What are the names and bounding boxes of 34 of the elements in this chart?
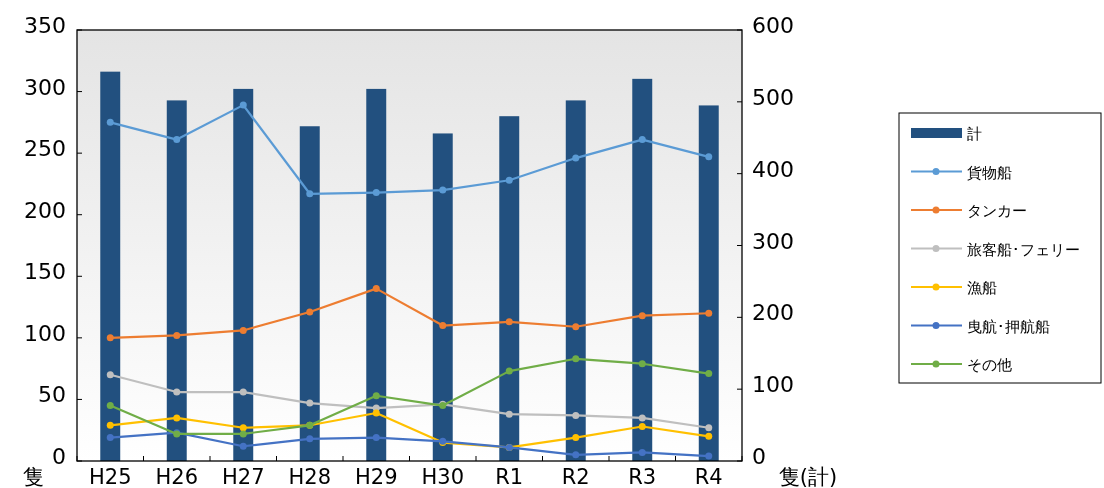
x-tick-label: H30 xyxy=(421,465,465,488)
legend-label: 漁船 xyxy=(967,279,997,297)
x-tick-label: R2 xyxy=(561,465,590,488)
y-axis-title: 隻 xyxy=(22,465,44,488)
legend-label: 曳航･押航船 xyxy=(967,317,1050,336)
y2-tick-label: 0 xyxy=(752,444,766,469)
y-tick-label: 0 xyxy=(52,444,66,469)
legend-label: 旅客船･フェリー xyxy=(967,240,1080,259)
y-tick-label: 150 xyxy=(24,259,66,285)
y2-tick-label: 500 xyxy=(752,84,794,110)
y2-tick-label: 600 xyxy=(752,13,794,38)
y2-axis-title: 隻(計) xyxy=(778,465,838,488)
legend-label: 計 xyxy=(967,125,982,143)
x-tick-label: H29 xyxy=(354,465,398,488)
y-tick-label: 250 xyxy=(24,136,66,162)
x-tick-label: H27 xyxy=(221,465,265,488)
x-tick-label: H26 xyxy=(155,465,199,488)
y-tick-label: 200 xyxy=(24,197,66,223)
y-tick-label: 100 xyxy=(24,320,66,346)
y-tick-label: 50 xyxy=(38,382,66,408)
x-tick-label: H28 xyxy=(288,465,332,488)
legend-label: 貨物船 xyxy=(967,163,1012,182)
x-tick-label: R3 xyxy=(628,465,657,488)
y-tick-label: 350 xyxy=(24,13,66,38)
y-tick-label: 300 xyxy=(24,74,66,100)
x-tick-label: R1 xyxy=(495,465,524,488)
y2-tick-label: 400 xyxy=(752,156,794,182)
x-tick-label: H25 xyxy=(88,465,132,488)
legend-label: タンカー xyxy=(967,202,1027,220)
legend-label: その他 xyxy=(967,356,1012,374)
y2-tick-label: 300 xyxy=(752,228,794,254)
y2-tick-label: 200 xyxy=(752,300,794,326)
y2-tick-label: 100 xyxy=(752,372,794,398)
x-tick-label: R4 xyxy=(694,465,723,488)
